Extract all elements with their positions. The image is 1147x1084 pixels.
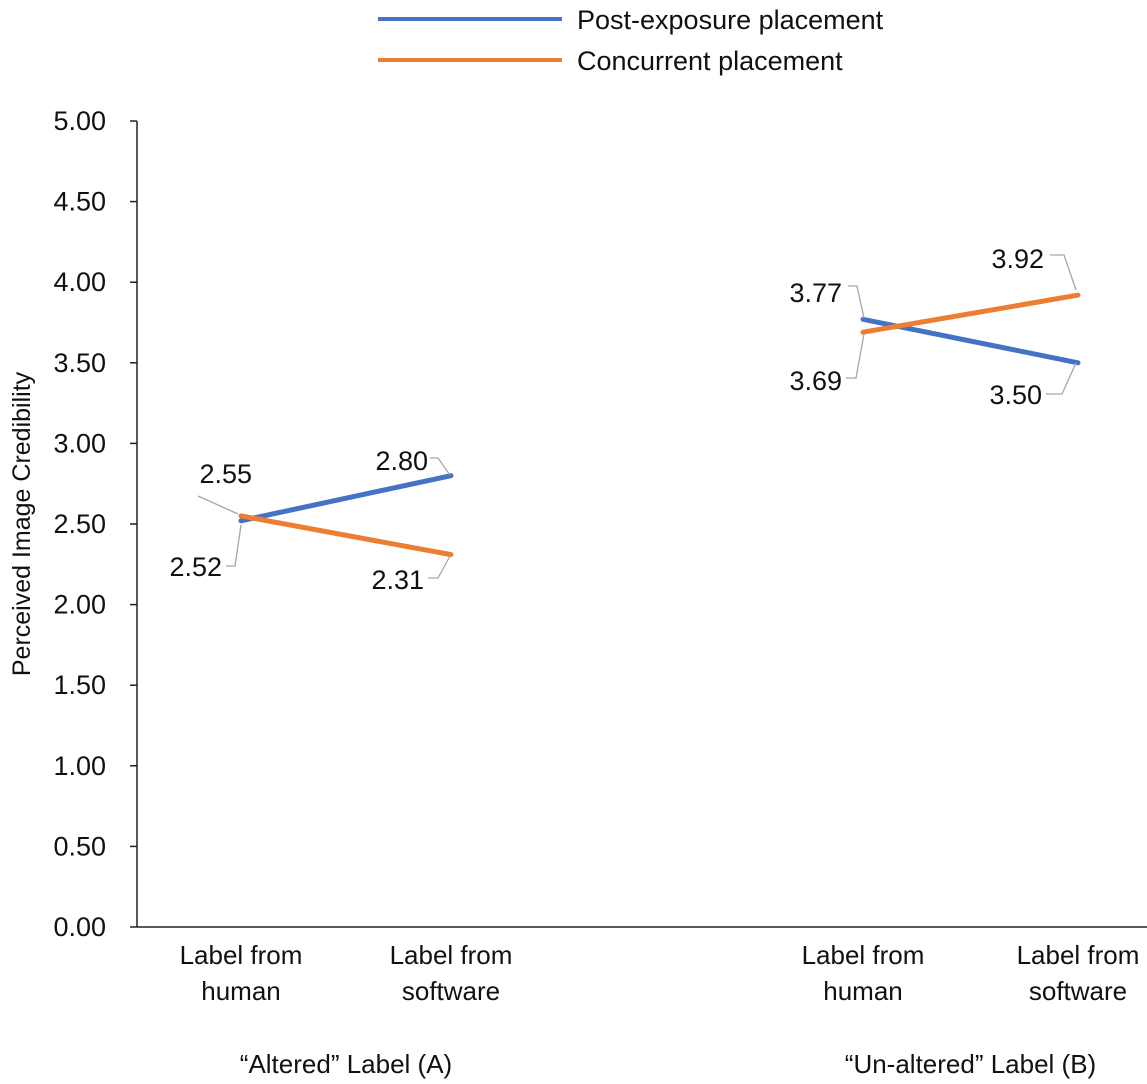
data-labels: 2.52 2.80 3.77 3.50 2.55 2.31 3.69 3.92	[169, 244, 1044, 595]
legend-label: Post-exposure placement	[577, 5, 884, 35]
data-label-leader	[848, 285, 865, 319]
y-tick-label: 1.50	[53, 670, 106, 700]
data-label: 3.69	[789, 366, 842, 396]
series-lines	[238, 292, 1081, 558]
x-axis: Label from human Label from software “Altere…	[137, 926, 1147, 1079]
x-group-label: “Altered” Label (A)	[240, 1049, 452, 1079]
data-label-leader	[226, 524, 242, 567]
y-tick-label: 2.50	[53, 509, 106, 539]
data-label: 3.50	[989, 380, 1042, 410]
y-tick-label: 2.00	[53, 590, 106, 620]
y-axis-title: Perceived Image Credibility	[8, 371, 36, 676]
x-category-label: human	[823, 976, 903, 1006]
y-tick-label: 4.00	[53, 267, 106, 297]
y-axis: 0.00 0.50 1.00 1.50 2.00 2.50 3.00 3.50 4.00 4.50…	[53, 106, 138, 942]
data-label: 2.31	[371, 565, 424, 595]
x-category-label: software	[1029, 976, 1127, 1006]
y-tick-label: 1.00	[53, 751, 106, 781]
data-label: 2.52	[169, 552, 222, 582]
data-label-leader	[1046, 362, 1077, 395]
legend: Post-exposure placement Concurrent placem…	[378, 5, 884, 76]
data-label: 2.80	[375, 446, 428, 476]
data-label-leader	[197, 495, 239, 515]
series-line	[238, 513, 454, 558]
data-label: 3.92	[991, 244, 1044, 274]
legend-label: Concurrent placement	[577, 46, 843, 76]
data-label-leader	[1050, 254, 1077, 291]
series-line	[860, 292, 1081, 335]
data-label-leader	[428, 555, 451, 579]
x-category-label: Label from	[802, 940, 925, 970]
x-category-label: human	[201, 976, 281, 1006]
series-line	[238, 473, 454, 524]
x-category-label: software	[402, 976, 500, 1006]
data-label: 3.77	[789, 278, 842, 308]
data-label-leaders	[197, 254, 1077, 579]
y-tick-label: 4.50	[53, 187, 106, 217]
y-tick-label: 3.50	[53, 348, 106, 378]
data-label: 2.55	[199, 459, 252, 489]
data-label-leader	[846, 333, 865, 379]
x-category-label: Label from	[390, 940, 513, 970]
y-tick-label: 0.50	[53, 831, 106, 861]
y-tick-label: 5.00	[53, 106, 106, 136]
data-label-leader	[430, 457, 451, 476]
x-category-label: Label from	[180, 940, 303, 970]
x-category-label: Label from	[1017, 940, 1140, 970]
y-tick-label: 3.00	[53, 428, 106, 458]
x-group-label: “Un-altered” Label (B)	[845, 1049, 1096, 1079]
y-tick-label: 0.00	[53, 912, 106, 942]
